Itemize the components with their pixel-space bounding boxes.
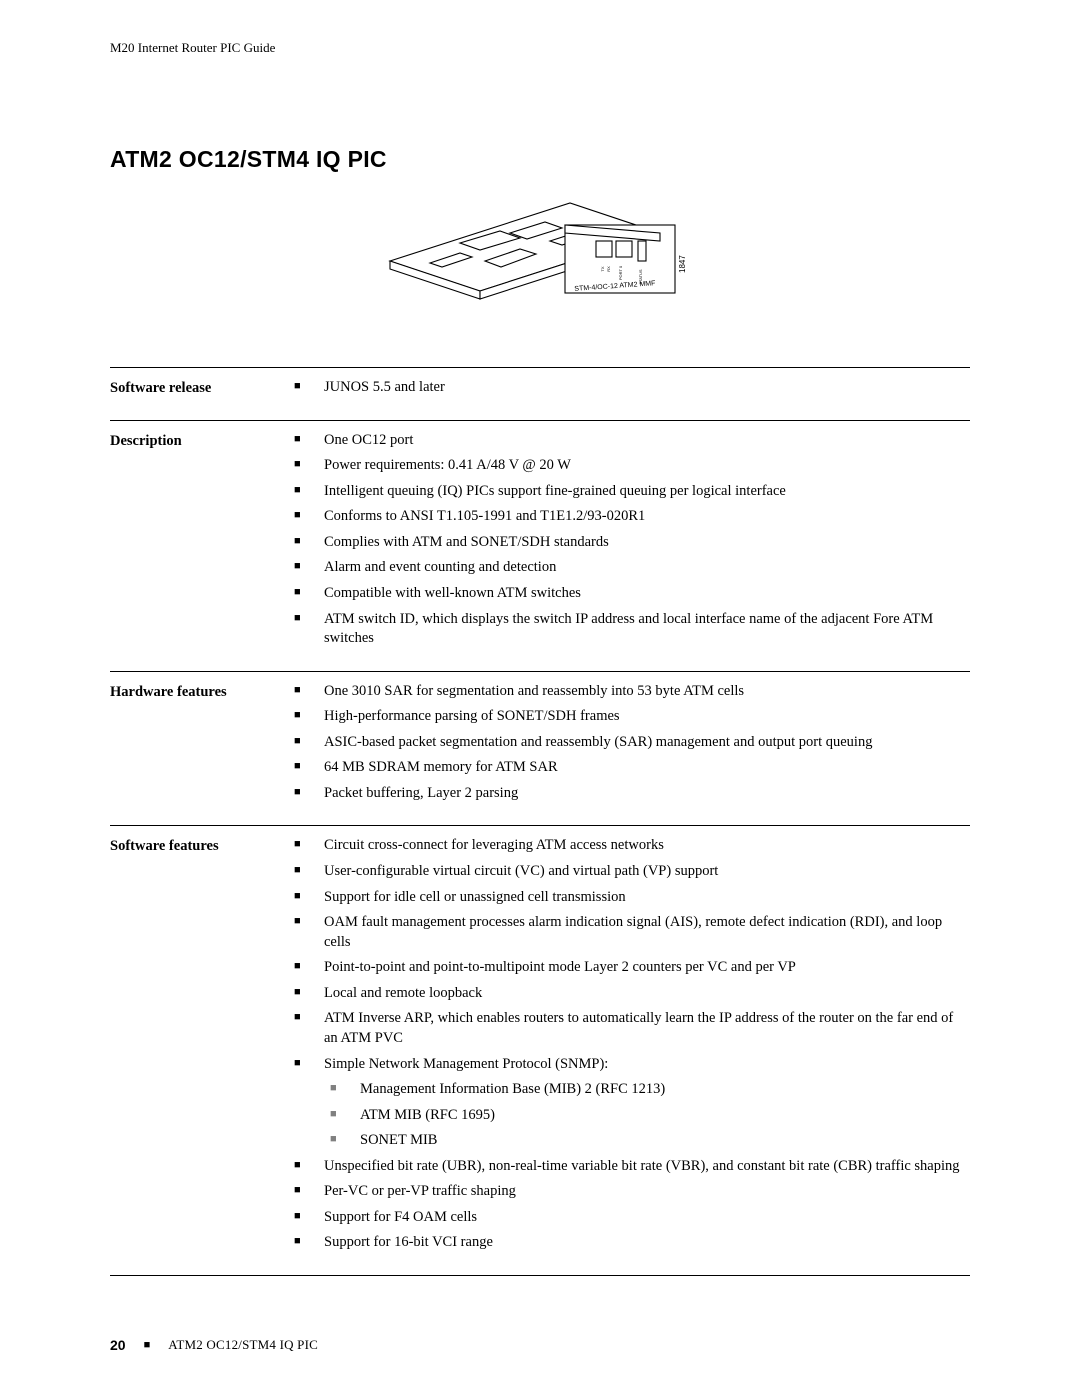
spec-item-text: Complies with ATM and SONET/SDH standard… — [324, 534, 609, 550]
spec-item-text: Alarm and event counting and detection — [324, 559, 556, 575]
spec-item: Unspecified bit rate (UBR), non-real-tim… — [292, 1157, 970, 1177]
figure-label-rx: RX — [606, 266, 611, 272]
spec-item-text: Circuit cross-connect for leveraging ATM… — [324, 837, 664, 853]
spec-item: User-configurable virtual circuit (VC) a… — [292, 862, 970, 882]
spec-row: Hardware features One 3010 SAR for segmen… — [110, 671, 970, 826]
spec-item-text: Simple Network Management Protocol (SNMP… — [324, 1056, 608, 1072]
spec-item: Conforms to ANSI T1.105-1991 and T1E1.2/… — [292, 507, 970, 527]
spec-item-list: One 3010 SAR for segmentation and reasse… — [292, 682, 970, 804]
footer-bullet-icon: ■ — [144, 1339, 151, 1351]
spec-item-text: ATM switch ID, which displays the switch… — [324, 611, 933, 647]
spec-item-text: OAM fault management processes alarm ind… — [324, 914, 942, 950]
spec-item-text: Support for F4 OAM cells — [324, 1209, 477, 1225]
spec-item-text: JUNOS 5.5 and later — [324, 379, 445, 395]
spec-item: ATM Inverse ARP, which enables routers t… — [292, 1009, 970, 1048]
product-figure: TX RX PORT 0 STATUS STM-4/OC-12 ATM2 MMF… — [110, 191, 970, 341]
spec-item: Support for 16-bit VCI range — [292, 1233, 970, 1253]
spec-item-text: ATM Inverse ARP, which enables routers t… — [324, 1010, 953, 1046]
spec-item-text: Local and remote loopback — [324, 985, 482, 1001]
spec-item: One 3010 SAR for segmentation and reasse… — [292, 682, 970, 702]
spec-row-content: JUNOS 5.5 and later — [292, 378, 970, 404]
spec-item: JUNOS 5.5 and later — [292, 378, 970, 398]
footer-title: ATM2 OC12/STM4 IQ PIC — [168, 1337, 318, 1353]
spec-item-text: Support for 16-bit VCI range — [324, 1234, 493, 1250]
page-footer: 20 ■ ATM2 OC12/STM4 IQ PIC — [110, 1337, 318, 1353]
spec-row-content: Circuit cross-connect for leveraging ATM… — [292, 836, 970, 1259]
running-header: M20 Internet Router PIC Guide — [110, 40, 970, 56]
spec-item: High-performance parsing of SONET/SDH fr… — [292, 707, 970, 727]
spec-item-text: Per-VC or per-VP traffic shaping — [324, 1183, 516, 1199]
spec-subitem-list: Management Information Base (MIB) 2 (RFC… — [328, 1080, 970, 1151]
spec-item-list: JUNOS 5.5 and later — [292, 378, 970, 398]
spec-item: One OC12 port — [292, 431, 970, 451]
page-number: 20 — [110, 1337, 126, 1353]
spec-item-text: Power requirements: 0.41 A/48 V @ 20 W — [324, 457, 571, 473]
section-title: ATM2 OC12/STM4 IQ PIC — [110, 146, 970, 173]
spec-item-text: Intelligent queuing (IQ) PICs support fi… — [324, 483, 786, 499]
spec-item: Local and remote loopback — [292, 984, 970, 1004]
spec-item: Support for F4 OAM cells — [292, 1208, 970, 1228]
spec-item-list: One OC12 port Power requirements: 0.41 A/… — [292, 431, 970, 649]
spec-subitem: Management Information Base (MIB) 2 (RFC… — [328, 1080, 970, 1100]
spec-row-label: Software release — [110, 378, 292, 404]
spec-item-text: Support for idle cell or unassigned cell… — [324, 889, 626, 905]
spec-item: Simple Network Management Protocol (SNMP… — [292, 1055, 970, 1151]
spec-row-content: One OC12 port Power requirements: 0.41 A/… — [292, 431, 970, 655]
spec-subitem: ATM MIB (RFC 1695) — [328, 1106, 970, 1126]
spec-item: Compatible with well-known ATM switches — [292, 584, 970, 604]
spec-item: Circuit cross-connect for leveraging ATM… — [292, 836, 970, 856]
spec-item: Packet buffering, Layer 2 parsing — [292, 784, 970, 804]
spec-item: Complies with ATM and SONET/SDH standard… — [292, 533, 970, 553]
spec-item: Support for idle cell or unassigned cell… — [292, 888, 970, 908]
spec-item-text: 64 MB SDRAM memory for ATM SAR — [324, 759, 558, 775]
spec-row: Software features Circuit cross-connect f… — [110, 825, 970, 1276]
figure-side-number: 1847 — [678, 255, 687, 273]
spec-item: ATM switch ID, which displays the switch… — [292, 610, 970, 649]
spec-subitem: SONET MIB — [328, 1131, 970, 1151]
spec-item-text: Packet buffering, Layer 2 parsing — [324, 785, 518, 801]
spec-row: Software release JUNOS 5.5 and later — [110, 367, 970, 420]
spec-item-text: One OC12 port — [324, 432, 413, 448]
spec-item-text: High-performance parsing of SONET/SDH fr… — [324, 708, 620, 724]
figure-label-port0: PORT 0 — [618, 265, 623, 280]
spec-item: ASIC-based packet segmentation and reass… — [292, 733, 970, 753]
spec-item: Intelligent queuing (IQ) PICs support fi… — [292, 482, 970, 502]
spec-item-text: User-configurable virtual circuit (VC) a… — [324, 863, 718, 879]
spec-row-content: One 3010 SAR for segmentation and reasse… — [292, 682, 970, 810]
spec-item-text: One 3010 SAR for segmentation and reasse… — [324, 683, 744, 699]
spec-table: Software release JUNOS 5.5 and later Descr… — [110, 367, 970, 1276]
spec-row-label: Hardware features — [110, 682, 292, 810]
spec-item-list: Circuit cross-connect for leveraging ATM… — [292, 836, 970, 1253]
spec-item-text: Conforms to ANSI T1.105-1991 and T1E1.2/… — [324, 508, 645, 524]
spec-item: 64 MB SDRAM memory for ATM SAR — [292, 758, 970, 778]
spec-item-text: Point-to-point and point-to-multipoint m… — [324, 959, 796, 975]
spec-row-label: Software features — [110, 836, 292, 1259]
figure-label-tx: TX — [600, 266, 605, 271]
spec-item: Power requirements: 0.41 A/48 V @ 20 W — [292, 456, 970, 476]
spec-item-text: ASIC-based packet segmentation and reass… — [324, 734, 872, 750]
spec-item: Per-VC or per-VP traffic shaping — [292, 1182, 970, 1202]
spec-row: Description One OC12 port Power requiremen… — [110, 420, 970, 671]
spec-row-label: Description — [110, 431, 292, 655]
spec-item-text: Unspecified bit rate (UBR), non-real-tim… — [324, 1158, 960, 1174]
spec-item: OAM fault management processes alarm ind… — [292, 913, 970, 952]
spec-item-text: Compatible with well-known ATM switches — [324, 585, 581, 601]
spec-item: Point-to-point and point-to-multipoint m… — [292, 958, 970, 978]
spec-item: Alarm and event counting and detection — [292, 558, 970, 578]
